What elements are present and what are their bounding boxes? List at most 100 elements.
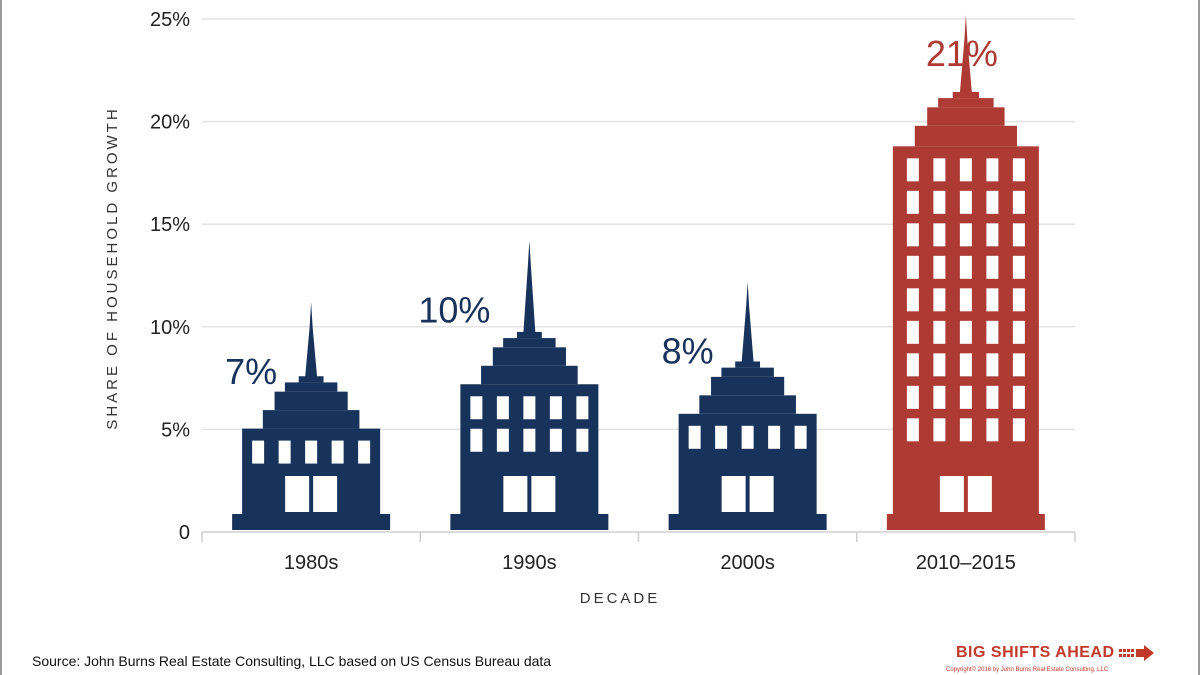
building-door xyxy=(285,476,310,512)
building-setback xyxy=(516,331,542,339)
building-setback xyxy=(262,410,360,429)
building-setback xyxy=(699,395,796,414)
building-door xyxy=(967,476,992,512)
building-window xyxy=(906,288,919,312)
source-note: Source: John Burns Real Estate Consultin… xyxy=(32,653,552,669)
building-window xyxy=(933,288,946,312)
household-growth-chart: 0 5% 10% 15% 20% 25% 7% 10% 8% 21% 1980s 1990s 200… xyxy=(104,9,1076,607)
y-axis-title: SHARE OF HOUSEHOLD GROWTH xyxy=(104,106,121,429)
copyright-note: Copyright© 2016 by John Burns Real Estat… xyxy=(946,667,1109,673)
building-window xyxy=(986,320,999,344)
building-window xyxy=(496,428,509,452)
brand-name: BIG SHIFTS AHEAD xyxy=(956,644,1115,661)
building-setback xyxy=(492,347,566,366)
building-window xyxy=(933,353,946,377)
building-window xyxy=(358,440,371,464)
building-window xyxy=(933,255,946,279)
building-window xyxy=(305,440,318,464)
building-setback xyxy=(721,367,774,377)
brand-logo: BIG SHIFTS AHEAD xyxy=(956,644,1155,662)
building-window xyxy=(906,385,919,409)
building-window xyxy=(959,223,972,247)
building-setback xyxy=(503,338,556,348)
x-category-label: 1980s xyxy=(284,552,339,574)
building-window xyxy=(1012,353,1025,377)
building-window xyxy=(576,428,589,452)
building-window xyxy=(549,428,562,452)
building-spire xyxy=(959,14,972,93)
building-setback xyxy=(927,107,1005,126)
building-window xyxy=(1012,288,1025,312)
building-window xyxy=(1012,190,1025,214)
y-axis-ticks: 0 5% 10% 15% 20% 25% xyxy=(150,9,190,544)
building-spire xyxy=(741,281,754,363)
building-setback xyxy=(914,125,1017,147)
building-window xyxy=(986,418,999,442)
building-base xyxy=(232,514,391,530)
building-window xyxy=(986,288,999,312)
building-window xyxy=(331,440,344,464)
building-window xyxy=(906,158,919,182)
building-window xyxy=(906,223,919,247)
frame-border-left xyxy=(0,0,2,675)
building-window xyxy=(906,353,919,377)
bar-building-1990s: 10% xyxy=(418,240,609,530)
building-window xyxy=(768,425,781,449)
building-window xyxy=(959,190,972,214)
building-window xyxy=(741,425,754,449)
building-setback xyxy=(481,365,578,385)
building-door xyxy=(503,476,528,512)
building-window xyxy=(906,190,919,214)
building-setback xyxy=(274,391,348,411)
building-window xyxy=(906,320,919,344)
building-window xyxy=(496,396,509,420)
building-window xyxy=(252,440,265,464)
building-window xyxy=(986,190,999,214)
building-window xyxy=(933,385,946,409)
building-window xyxy=(1012,223,1025,247)
building-door xyxy=(749,476,774,512)
building-spire xyxy=(523,240,536,333)
building-window xyxy=(959,158,972,182)
building-window xyxy=(933,418,946,442)
building-window xyxy=(523,428,536,452)
building-window xyxy=(1012,385,1025,409)
x-category-label: 2010–2015 xyxy=(916,552,1016,574)
y-tick-label: 0 xyxy=(179,522,190,544)
bar-value-label: 8% xyxy=(662,330,714,371)
y-tick-label: 5% xyxy=(161,419,190,441)
building-window xyxy=(959,418,972,442)
bar-value-label: 21% xyxy=(926,33,998,74)
arrow-icon xyxy=(1118,644,1154,661)
building-window xyxy=(986,255,999,279)
building-window xyxy=(906,418,919,442)
x-axis-title: DECADE xyxy=(580,590,661,607)
building-window xyxy=(959,255,972,279)
building-setback xyxy=(735,361,761,368)
y-tick-label: 25% xyxy=(150,9,190,31)
bar-building-1980s: 7% xyxy=(225,302,391,530)
building-window xyxy=(576,396,589,420)
x-category-label: 2000s xyxy=(720,552,775,574)
building-window xyxy=(278,440,291,464)
building-window xyxy=(959,288,972,312)
building-window xyxy=(1012,255,1025,279)
building-setback xyxy=(284,382,338,392)
bar-value-label: 10% xyxy=(418,289,490,330)
building-door xyxy=(531,476,556,512)
y-tick-label: 15% xyxy=(150,214,190,236)
building-window xyxy=(933,158,946,182)
building-door xyxy=(939,476,964,512)
building-door xyxy=(721,476,746,512)
building-window xyxy=(959,353,972,377)
building-window xyxy=(933,223,946,247)
y-tick-label: 10% xyxy=(150,317,190,339)
bar-building-2000s: 8% xyxy=(662,281,827,530)
building-setback xyxy=(952,91,980,99)
building-base xyxy=(668,514,827,530)
bars: 7% 10% 8% 21% xyxy=(225,14,1045,530)
building-window xyxy=(1012,158,1025,182)
building-base xyxy=(886,514,1045,530)
building-window xyxy=(688,425,701,449)
building-window xyxy=(986,223,999,247)
